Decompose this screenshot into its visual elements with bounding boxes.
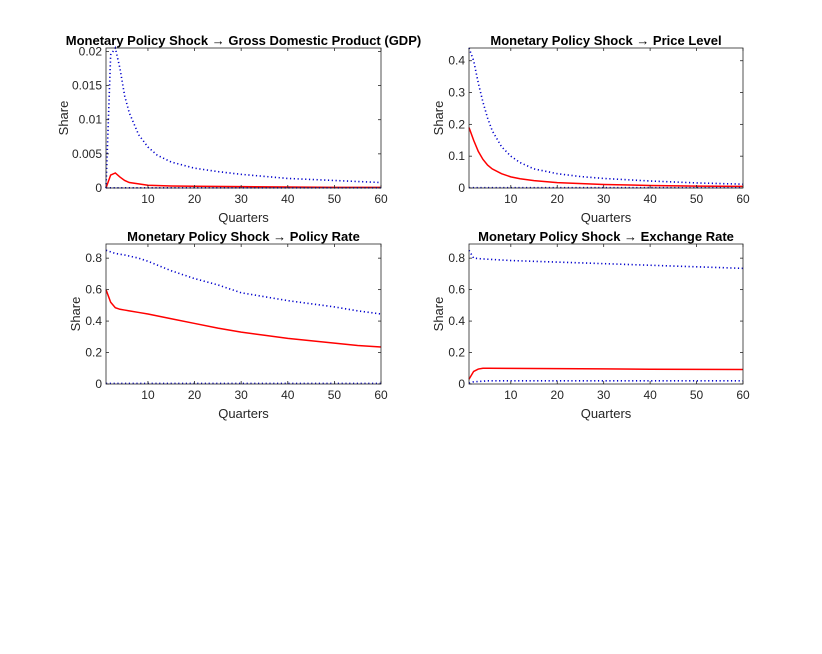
x-tick-label: 50 (328, 192, 342, 206)
y-tick-label: 0 (95, 377, 102, 391)
y-axis-label: Share (431, 297, 446, 332)
x-tick-label: 50 (328, 388, 342, 402)
x-tick-label: 60 (374, 192, 388, 206)
panel-title: Monetary Policy Shock → Policy Rate (127, 229, 360, 244)
plot-area (106, 244, 381, 384)
x-tick-label: 40 (281, 388, 295, 402)
x-tick-label: 10 (141, 388, 155, 402)
y-axis-label: Share (68, 297, 83, 332)
y-tick-label: 0.3 (448, 86, 465, 100)
x-tick-label: 10 (504, 192, 518, 206)
y-tick-label: 0 (95, 181, 102, 195)
series-line-upper (468, 249, 744, 270)
axes-box (468, 243, 744, 385)
plot-area (469, 48, 743, 188)
series-line-upper (105, 249, 382, 315)
x-axis-label: Quarters (218, 210, 269, 225)
panel-title: Monetary Policy Shock → Exchange Rate (478, 229, 734, 244)
x-tick-label: 50 (690, 388, 704, 402)
panel-title: Monetary Policy Shock → Price Level (490, 33, 721, 48)
y-axis-label: Share (431, 101, 446, 136)
x-tick-label: 30 (597, 388, 611, 402)
x-tick-label: 10 (141, 192, 155, 206)
y-tick-label: 0.8 (85, 251, 102, 265)
x-tick-label: 50 (690, 192, 704, 206)
panel-exchange-rate: Monetary Policy Shock → Exchange Rate Qu… (431, 229, 750, 421)
x-tick-label: 60 (736, 192, 750, 206)
axes-box (468, 47, 744, 189)
plot-area (106, 48, 381, 188)
x-tick-label: 30 (234, 192, 248, 206)
x-axis-label: Quarters (581, 406, 632, 421)
x-tick-label: 40 (643, 388, 657, 402)
panel-policy-rate: Monetary Policy Shock → Policy Rate Quar… (68, 229, 388, 421)
y-tick-label: 0.005 (72, 147, 102, 161)
x-tick-label: 40 (281, 192, 295, 206)
x-tick-label: 40 (643, 192, 657, 206)
axes-box (105, 47, 382, 189)
y-tick-label: 0 (458, 377, 465, 391)
y-tick-label: 0.2 (448, 346, 465, 360)
y-tick-label: 0.4 (448, 314, 465, 328)
panel-price-level: Monetary Policy Shock → Price Level Quar… (431, 33, 750, 225)
x-tick-label: 60 (736, 388, 750, 402)
x-tick-label: 10 (504, 388, 518, 402)
y-tick-label: 0.01 (79, 113, 103, 127)
y-tick-label: 0.6 (85, 283, 102, 297)
x-tick-label: 30 (234, 388, 248, 402)
x-axis-label: Quarters (581, 210, 632, 225)
x-tick-label: 20 (188, 192, 202, 206)
series-line-upper (105, 46, 382, 189)
x-tick-label: 20 (551, 388, 565, 402)
y-tick-label: 0.8 (448, 251, 465, 265)
series-line-median (468, 127, 744, 188)
y-tick-label: 0.2 (448, 117, 465, 131)
x-tick-label: 20 (188, 388, 202, 402)
y-tick-label: 0.2 (85, 346, 102, 360)
panel-title: Monetary Policy Shock → Gross Domestic P… (66, 33, 421, 48)
y-tick-label: 0.02 (79, 44, 103, 58)
series-line-upper (468, 47, 744, 185)
y-tick-label: 0 (458, 181, 465, 195)
panel-gdp: Monetary Policy Shock → Gross Domestic P… (56, 33, 421, 225)
x-tick-label: 60 (374, 388, 388, 402)
series-line-median (105, 172, 381, 189)
x-axis-label: Quarters (218, 406, 269, 421)
x-tick-label: 20 (551, 192, 565, 206)
y-tick-label: 0.1 (448, 149, 465, 163)
y-tick-label: 0.6 (448, 283, 465, 297)
axes-box (105, 243, 382, 385)
y-tick-label: 0.015 (72, 79, 102, 93)
y-axis-label: Share (56, 101, 71, 136)
series-line-lower (468, 380, 743, 384)
series-line-median (105, 289, 382, 348)
series-line-median (468, 367, 744, 380)
y-tick-label: 0.4 (448, 54, 465, 68)
x-tick-label: 30 (597, 192, 611, 206)
y-tick-label: 0.4 (85, 314, 102, 328)
plot-area (469, 244, 743, 384)
